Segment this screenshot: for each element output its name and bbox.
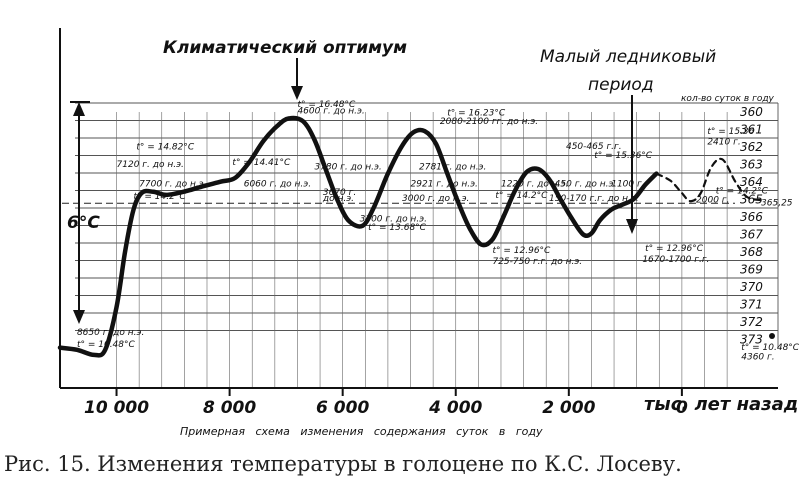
annotation-text: t° = 14.2°C [716,187,769,197]
holocene-temperature-chart: 3603613623633643653663673683693703713723… [57,28,800,438]
annotation-text: 150-170 г.г. до н.э. [549,194,639,204]
annotation-text: t° = 10.48°C [77,340,136,350]
x-tick-label: 8 000 [203,398,256,418]
annotation-text: 3000 г. до н.э. [402,194,469,204]
days-in-year-header: кол-во суток в году [681,94,775,104]
axes-layer: 10 000 8 000 6 000 4 000 2 000 0 [59,28,778,418]
annotation-text: t° = 15.36°C [594,151,653,161]
annotation-text: 450 г. до н.э. [555,179,617,189]
day-count-label: 368 [740,245,763,259]
figure-caption: Рис. 15. Изменения температуры в голоцен… [4,452,682,476]
day-count-label: 361 [740,123,763,137]
annotation-text: 4360 г. [741,353,774,363]
x-axis-subtitle: Примерная схема изменения содержания сут… [180,425,543,438]
annotation-text: 7700 г. до н.э. [139,179,206,189]
annotation-text: t° = 14.2°C [133,192,186,202]
day-count-label: 367 [740,228,763,242]
annotation-text: 2921 г. до н.э. [411,179,478,189]
annotation-text: 365,25 [761,198,793,208]
annotation-text: t° = 14.2°C [495,191,548,201]
annotation-text: t° = 12.96°C [645,244,704,254]
end-point-marker [769,333,775,339]
annotation-text: 1100 г. [611,179,644,189]
annotation-text: t° = 16.48°C [297,100,356,110]
temperature-curve-past [57,115,659,358]
delta-arrow-down [73,310,85,324]
annotation-text: t° = 12.96°C [492,246,551,256]
annotation-text: 8650 г. до н.э. [77,328,144,338]
annotation-text: 6060 г. до н.э. [244,179,311,189]
annotation-text: t° = 15.36 [707,127,754,137]
annotation-text: 2410 г. [707,138,740,148]
temperature-curve-forecast [655,157,764,203]
annotation-text: 2781 г. до н.э. [419,162,486,172]
annotation-text: 725-750 г.г. до н.э. [492,257,582,267]
day-count-label: 373 [740,333,763,347]
day-count-label: 362 [740,140,763,154]
annotation-text: 7120 г. до н.э. [117,160,184,170]
annotation-text: 2000 г. [696,195,729,205]
day-count-label: 372 [740,315,763,329]
annotation-text: t° = 14.41°C [232,158,291,168]
annotation-text: 3670 г. [323,188,356,198]
annotation-text: 3780 г. до н.э. [314,162,381,172]
x-tick-label: 0 [676,398,688,418]
annotation-text: t° = 13.68°C [368,223,427,233]
little-ice-age-title-line2: период [588,75,654,95]
x-tick-label: 6 000 [316,398,369,418]
annotation-text: до н.э. [322,194,354,204]
x-tick-label: 10 000 [84,398,149,418]
little-ice-age-title-line1: Малый ледниковый [540,47,716,67]
day-count-label: 364 [740,175,763,189]
day-count-label: 369 [740,263,763,277]
day-count-label: 371 [740,298,763,312]
delta-temperature-label: 6°С [67,213,100,233]
delta-arrow-up [73,102,85,116]
annotation-text: 3300 г. до н.э. [360,215,427,225]
ice-age-arrow-head [626,219,638,234]
annotation-text: 450-465 г.г. [566,142,622,152]
annotation-text: 1670-1700 г.г. [642,255,709,265]
annotation-text: 2080-2100 гг. до н.э. [440,117,538,127]
annotation-text: 1220 г. до н.э. [501,179,568,189]
annotation-text: t° = 10.48°C [741,343,800,353]
day-count-label: 363 [740,158,763,172]
day-count-label: 370 [740,280,763,294]
optimum-arrow-head [291,86,303,100]
temperature-curve [57,115,764,358]
climatic-optimum-title: Климатический оптимум [163,38,407,58]
day-count-label: 360 [740,105,763,119]
annotation-text: t° = 16.23°C [447,108,506,118]
x-tick-label: 2 000 [542,398,595,418]
day-count-label: 366 [740,210,763,224]
x-axis-label: тыс. лет назад [644,394,798,415]
annotation-text: t° = 14.82°C [136,142,195,152]
x-tick-label: 4 000 [428,398,482,418]
annotation-text: 4600 г. до н.э. [297,107,364,117]
